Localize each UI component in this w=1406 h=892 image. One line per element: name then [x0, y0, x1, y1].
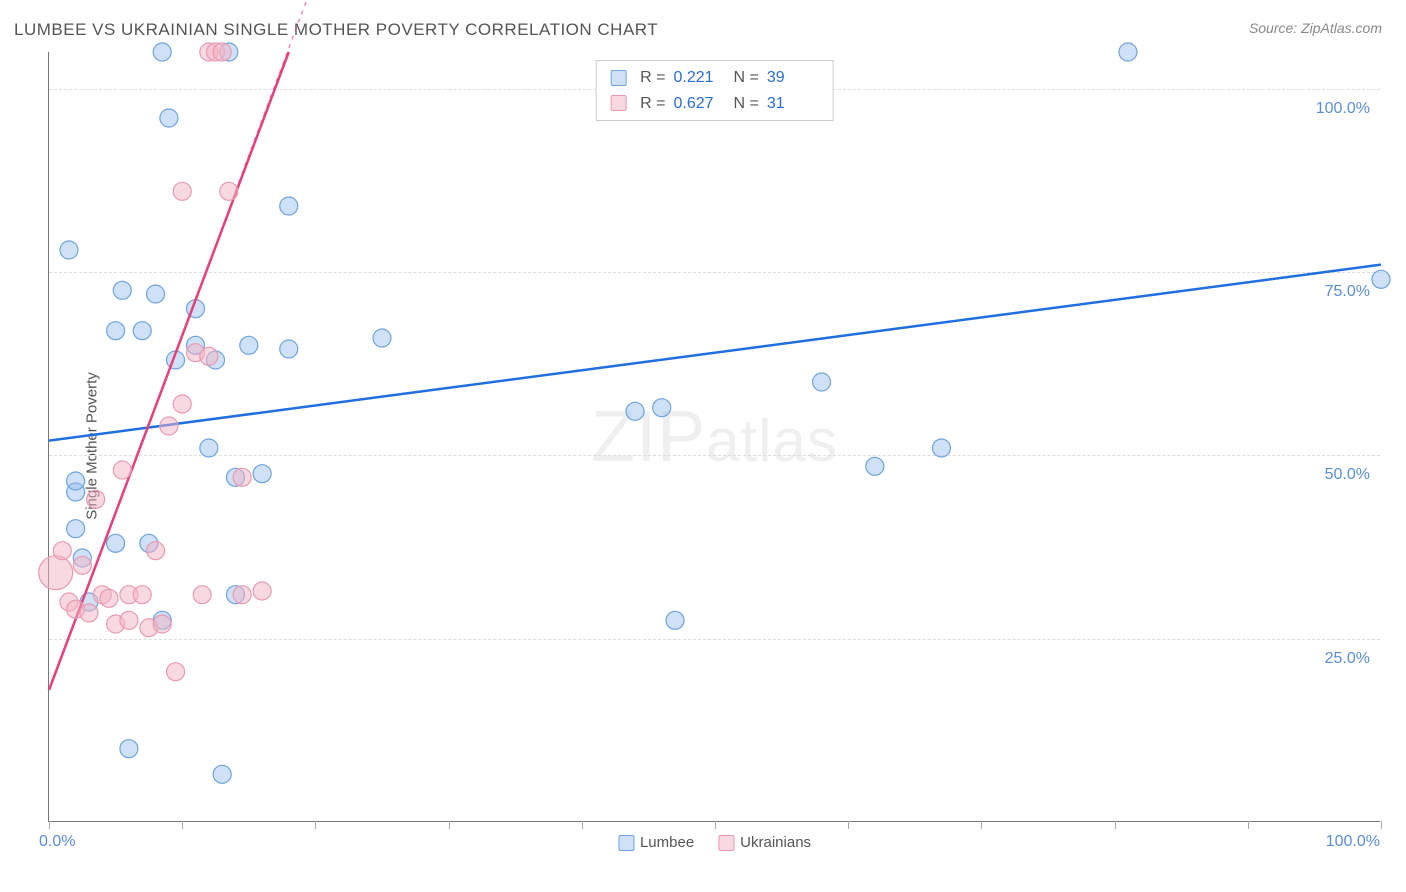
data-point [153, 615, 171, 633]
data-point [240, 336, 258, 354]
swatch-ukrainians [610, 95, 626, 111]
data-point [153, 43, 171, 61]
data-point [160, 109, 178, 127]
stat-row-ukrainians: R = 0.627 N = 31 [610, 91, 819, 117]
data-point [280, 340, 298, 358]
data-point [67, 520, 85, 538]
data-point [53, 542, 71, 560]
series-legend-bottom: Lumbee Ukrainians [618, 834, 811, 851]
legend-item: Ukrainians [718, 834, 811, 851]
data-point [107, 534, 125, 552]
data-point [1119, 43, 1137, 61]
data-point [147, 542, 165, 560]
r-value-lumbee: 0.221 [674, 65, 726, 91]
data-point [653, 399, 671, 417]
source-label: Source: ZipAtlas.com [1249, 20, 1382, 36]
data-point [193, 586, 211, 604]
data-point [167, 663, 185, 681]
n-label: N = [734, 91, 759, 117]
data-point [39, 556, 73, 590]
data-point [200, 439, 218, 457]
trend-line [49, 52, 289, 690]
data-point [73, 556, 91, 574]
data-point [253, 582, 271, 600]
data-point [87, 490, 105, 508]
data-point [113, 461, 131, 479]
stat-legend: R = 0.221 N = 39 R = 0.627 N = 31 [595, 60, 834, 121]
data-point [173, 395, 191, 413]
swatch-lumbee [610, 70, 626, 86]
n-value-ukrainians: 31 [767, 91, 819, 117]
data-point [233, 586, 251, 604]
stat-row-lumbee: R = 0.221 N = 39 [610, 65, 819, 91]
r-label: R = [640, 91, 665, 117]
data-point [280, 197, 298, 215]
x-min-label: 0.0% [39, 833, 75, 851]
data-point [1372, 270, 1390, 288]
plot-area: ZIPatlas 25.0%50.0%75.0%100.0% R = 0.221… [48, 52, 1380, 822]
data-point [113, 281, 131, 299]
legend-item: Lumbee [618, 834, 694, 851]
data-point [173, 182, 191, 200]
data-point [147, 285, 165, 303]
data-point [373, 329, 391, 347]
data-point [120, 740, 138, 758]
x-max-label: 100.0% [1326, 833, 1380, 851]
n-value-lumbee: 39 [767, 65, 819, 91]
data-point [233, 468, 251, 486]
data-point [107, 322, 125, 340]
chart-title: LUMBEE VS UKRAINIAN SINGLE MOTHER POVERT… [14, 20, 658, 40]
data-point [866, 457, 884, 475]
data-point [220, 182, 238, 200]
r-label: R = [640, 65, 665, 91]
data-point [253, 465, 271, 483]
data-point [160, 417, 178, 435]
data-point [80, 604, 98, 622]
scatter-svg [49, 52, 1381, 822]
data-point [133, 322, 151, 340]
data-point [666, 611, 684, 629]
data-point [932, 439, 950, 457]
data-point [133, 586, 151, 604]
data-point [100, 589, 118, 607]
data-point [67, 472, 85, 490]
r-value-ukrainians: 0.627 [674, 91, 726, 117]
data-point [60, 241, 78, 259]
n-label: N = [734, 65, 759, 91]
data-point [813, 373, 831, 391]
data-point [626, 402, 644, 420]
data-point [213, 765, 231, 783]
data-point [213, 43, 231, 61]
data-point [120, 611, 138, 629]
data-point [200, 347, 218, 365]
